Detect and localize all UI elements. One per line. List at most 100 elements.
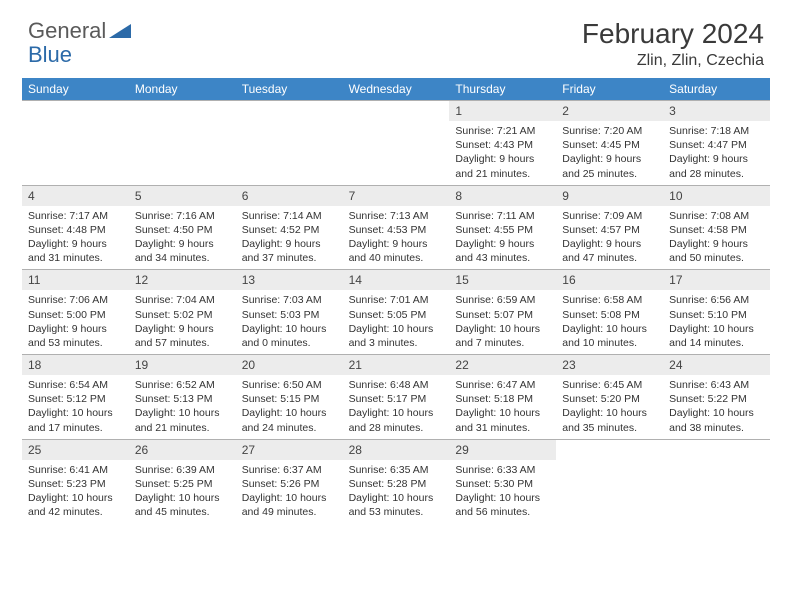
day-cell: 16Sunrise: 6:58 AMSunset: 5:08 PMDayligh… (556, 270, 663, 354)
day-line: Sunrise: 6:47 AM (455, 378, 550, 392)
brand-triangle-icon (109, 18, 131, 44)
day-line: and 43 minutes. (455, 251, 550, 265)
day-line: Sunrise: 7:20 AM (562, 124, 657, 138)
day-line: and 42 minutes. (28, 505, 123, 519)
day-body: Sunrise: 7:13 AMSunset: 4:53 PMDaylight:… (343, 206, 450, 270)
day-line: and 53 minutes. (349, 505, 444, 519)
day-line: Daylight: 10 hours (242, 322, 337, 336)
day-line: Daylight: 10 hours (242, 406, 337, 420)
day-line: Sunset: 5:23 PM (28, 477, 123, 491)
day-line: and 28 minutes. (669, 167, 764, 181)
day-cell (236, 101, 343, 185)
day-body: Sunrise: 6:50 AMSunset: 5:15 PMDaylight:… (236, 375, 343, 439)
day-line: Sunset: 5:07 PM (455, 308, 550, 322)
day-number: 4 (22, 186, 129, 206)
day-cell: 6Sunrise: 7:14 AMSunset: 4:52 PMDaylight… (236, 186, 343, 270)
day-line: Sunrise: 6:56 AM (669, 293, 764, 307)
day-cell: 24Sunrise: 6:43 AMSunset: 5:22 PMDayligh… (663, 355, 770, 439)
day-line: and 47 minutes. (562, 251, 657, 265)
day-line: Daylight: 9 hours (562, 152, 657, 166)
day-line: Sunrise: 7:16 AM (135, 209, 230, 223)
day-body: Sunrise: 7:04 AMSunset: 5:02 PMDaylight:… (129, 290, 236, 354)
day-cell (22, 101, 129, 185)
day-line: and 17 minutes. (28, 421, 123, 435)
day-line: Sunset: 4:58 PM (669, 223, 764, 237)
day-line: and 37 minutes. (242, 251, 337, 265)
day-cell: 9Sunrise: 7:09 AMSunset: 4:57 PMDaylight… (556, 186, 663, 270)
day-cell: 18Sunrise: 6:54 AMSunset: 5:12 PMDayligh… (22, 355, 129, 439)
day-body: Sunrise: 7:01 AMSunset: 5:05 PMDaylight:… (343, 290, 450, 354)
weekday-tuesday: Tuesday (236, 78, 343, 100)
weekday-saturday: Saturday (663, 78, 770, 100)
day-line: and 21 minutes. (135, 421, 230, 435)
day-line: Sunrise: 6:41 AM (28, 463, 123, 477)
day-line: Sunrise: 6:33 AM (455, 463, 550, 477)
day-line: Sunset: 4:55 PM (455, 223, 550, 237)
day-number: 19 (129, 355, 236, 375)
weekday-friday: Friday (556, 78, 663, 100)
day-line: Sunrise: 6:45 AM (562, 378, 657, 392)
day-line: Sunrise: 7:09 AM (562, 209, 657, 223)
day-line: Daylight: 9 hours (455, 152, 550, 166)
day-body: Sunrise: 6:47 AMSunset: 5:18 PMDaylight:… (449, 375, 556, 439)
day-body: Sunrise: 6:52 AMSunset: 5:13 PMDaylight:… (129, 375, 236, 439)
day-body: Sunrise: 6:58 AMSunset: 5:08 PMDaylight:… (556, 290, 663, 354)
day-line: Sunset: 5:28 PM (349, 477, 444, 491)
day-line: Daylight: 10 hours (455, 406, 550, 420)
day-line: and 3 minutes. (349, 336, 444, 350)
day-number: 9 (556, 186, 663, 206)
day-line: Sunset: 4:57 PM (562, 223, 657, 237)
day-line: Daylight: 9 hours (135, 322, 230, 336)
day-line: Sunrise: 7:18 AM (669, 124, 764, 138)
day-line: Daylight: 10 hours (135, 406, 230, 420)
day-cell: 28Sunrise: 6:35 AMSunset: 5:28 PMDayligh… (343, 440, 450, 524)
title-block: February 2024 Zlin, Zlin, Czechia (582, 18, 764, 70)
brand-logo: General (28, 18, 131, 44)
day-line: Daylight: 10 hours (349, 406, 444, 420)
brand-part2: Blue (28, 42, 72, 67)
day-line: Sunrise: 7:06 AM (28, 293, 123, 307)
calendar: SundayMondayTuesdayWednesdayThursdayFrid… (22, 78, 770, 523)
day-line: and 31 minutes. (455, 421, 550, 435)
day-cell: 17Sunrise: 6:56 AMSunset: 5:10 PMDayligh… (663, 270, 770, 354)
day-number: 14 (343, 270, 450, 290)
day-number: 27 (236, 440, 343, 460)
day-line: and 56 minutes. (455, 505, 550, 519)
day-line: Daylight: 10 hours (562, 322, 657, 336)
day-number: 10 (663, 186, 770, 206)
day-number: 22 (449, 355, 556, 375)
day-line: Daylight: 10 hours (455, 322, 550, 336)
week-row: 25Sunrise: 6:41 AMSunset: 5:23 PMDayligh… (22, 439, 770, 524)
day-body: Sunrise: 7:11 AMSunset: 4:55 PMDaylight:… (449, 206, 556, 270)
brand-part2-wrap: Blue (28, 42, 72, 68)
day-number: 17 (663, 270, 770, 290)
day-line: Daylight: 10 hours (28, 491, 123, 505)
day-body: Sunrise: 7:21 AMSunset: 4:43 PMDaylight:… (449, 121, 556, 185)
day-cell: 5Sunrise: 7:16 AMSunset: 4:50 PMDaylight… (129, 186, 236, 270)
day-line: and 14 minutes. (669, 336, 764, 350)
day-body: Sunrise: 7:14 AMSunset: 4:52 PMDaylight:… (236, 206, 343, 270)
day-number: 2 (556, 101, 663, 121)
day-number: 21 (343, 355, 450, 375)
day-body: Sunrise: 6:39 AMSunset: 5:25 PMDaylight:… (129, 460, 236, 524)
weekday-thursday: Thursday (449, 78, 556, 100)
day-body: Sunrise: 6:33 AMSunset: 5:30 PMDaylight:… (449, 460, 556, 524)
day-number: 15 (449, 270, 556, 290)
day-body: Sunrise: 6:48 AMSunset: 5:17 PMDaylight:… (343, 375, 450, 439)
day-line: Daylight: 10 hours (349, 322, 444, 336)
day-number: 13 (236, 270, 343, 290)
day-line: Sunrise: 7:14 AM (242, 209, 337, 223)
weekday-sunday: Sunday (22, 78, 129, 100)
day-line: Sunrise: 6:35 AM (349, 463, 444, 477)
day-line: Sunset: 4:48 PM (28, 223, 123, 237)
day-body: Sunrise: 7:06 AMSunset: 5:00 PMDaylight:… (22, 290, 129, 354)
day-line: Daylight: 9 hours (669, 152, 764, 166)
day-line: and 38 minutes. (669, 421, 764, 435)
day-line: Sunrise: 7:17 AM (28, 209, 123, 223)
day-cell: 4Sunrise: 7:17 AMSunset: 4:48 PMDaylight… (22, 186, 129, 270)
day-line: Sunset: 4:50 PM (135, 223, 230, 237)
day-cell: 2Sunrise: 7:20 AMSunset: 4:45 PMDaylight… (556, 101, 663, 185)
day-number: 6 (236, 186, 343, 206)
day-line: Sunset: 4:47 PM (669, 138, 764, 152)
day-number: 23 (556, 355, 663, 375)
